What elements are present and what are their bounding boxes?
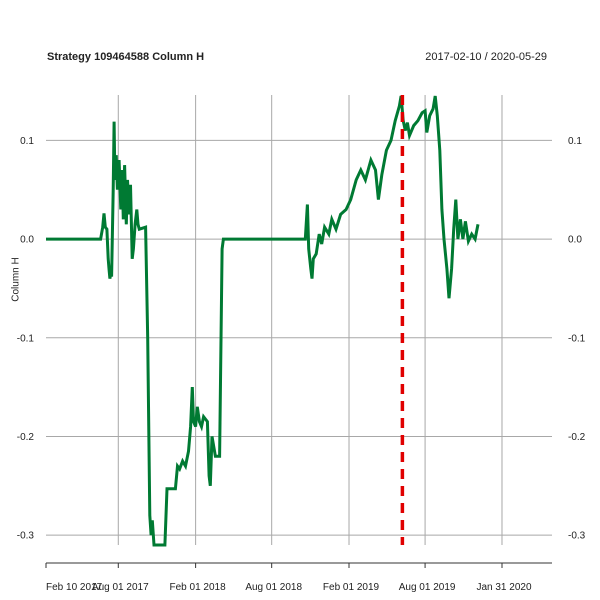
y-tick-label-left: 0.1 (20, 136, 34, 147)
series-lines (46, 95, 480, 547)
x-tick-label: Jan 31 2020 (476, 582, 531, 593)
x-tick-label: Feb 01 2019 (323, 582, 380, 593)
x-tick-label: Aug 01 2018 (245, 582, 302, 593)
y-tick-label-left: -0.1 (17, 333, 35, 344)
x-tick-label: Feb 01 2018 (170, 582, 227, 593)
y-tick-label-right: -0.1 (568, 333, 586, 344)
y-tick-label-right: -0.2 (568, 432, 586, 443)
y-tick-label-right: -0.3 (568, 531, 586, 542)
chart-title: Strategy 109464588 Column H (47, 51, 205, 63)
x-tick-label: Feb 10 2017 (46, 582, 103, 593)
y-tick-label-left: -0.3 (17, 531, 35, 542)
y-tick-labels-right: 0.1 0.0 -0.1 -0.2 -0.3 (568, 136, 586, 542)
y-tick-label-right: 0.0 (568, 235, 582, 246)
y-tick-label-left: -0.2 (17, 432, 35, 443)
series-line (46, 95, 480, 547)
x-tick-label: Aug 01 2019 (399, 582, 456, 593)
y-tick-label-right: 0.1 (568, 136, 582, 147)
y-tick-labels-left: 0.1 0.0 -0.1 -0.2 -0.3 (17, 136, 35, 542)
x-tick-label: Aug 01 2017 (92, 582, 149, 593)
y-tick-label-left: 0.0 (20, 235, 34, 246)
vertical-gridlines (117, 95, 503, 545)
date-range-label: 2017-02-10 / 2020-05-29 (425, 51, 547, 63)
